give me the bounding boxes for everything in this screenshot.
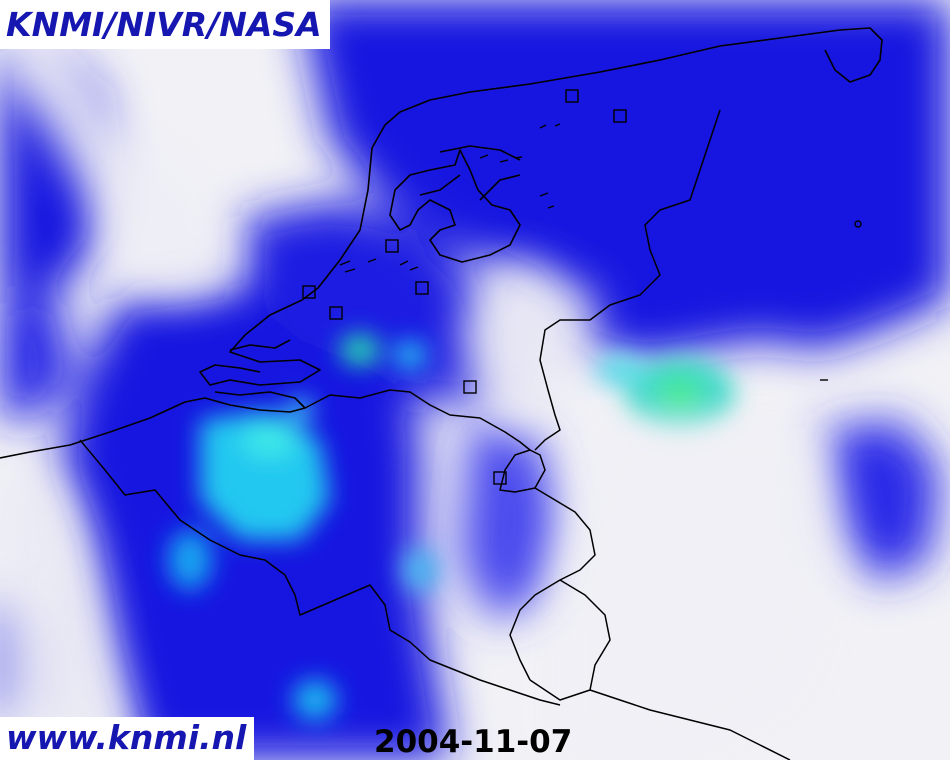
station-marker [613, 109, 627, 123]
station-marker [385, 239, 399, 253]
station-marker [329, 306, 343, 320]
station-marker [854, 220, 862, 228]
station-marker [463, 380, 477, 394]
islands [339, 123, 828, 381]
station-marker [493, 471, 507, 485]
station-marker [415, 281, 429, 295]
coastline [0, 27, 883, 459]
credit-label: KNMI/NIVR/NASA [0, 0, 330, 49]
date-label: 2004-11-07 [374, 724, 573, 760]
station-marker [302, 285, 316, 299]
website-link[interactable]: www.knmi.nl [0, 717, 255, 760]
country-borders [79, 109, 791, 760]
station-marker [565, 89, 579, 103]
station-markers [302, 89, 862, 485]
